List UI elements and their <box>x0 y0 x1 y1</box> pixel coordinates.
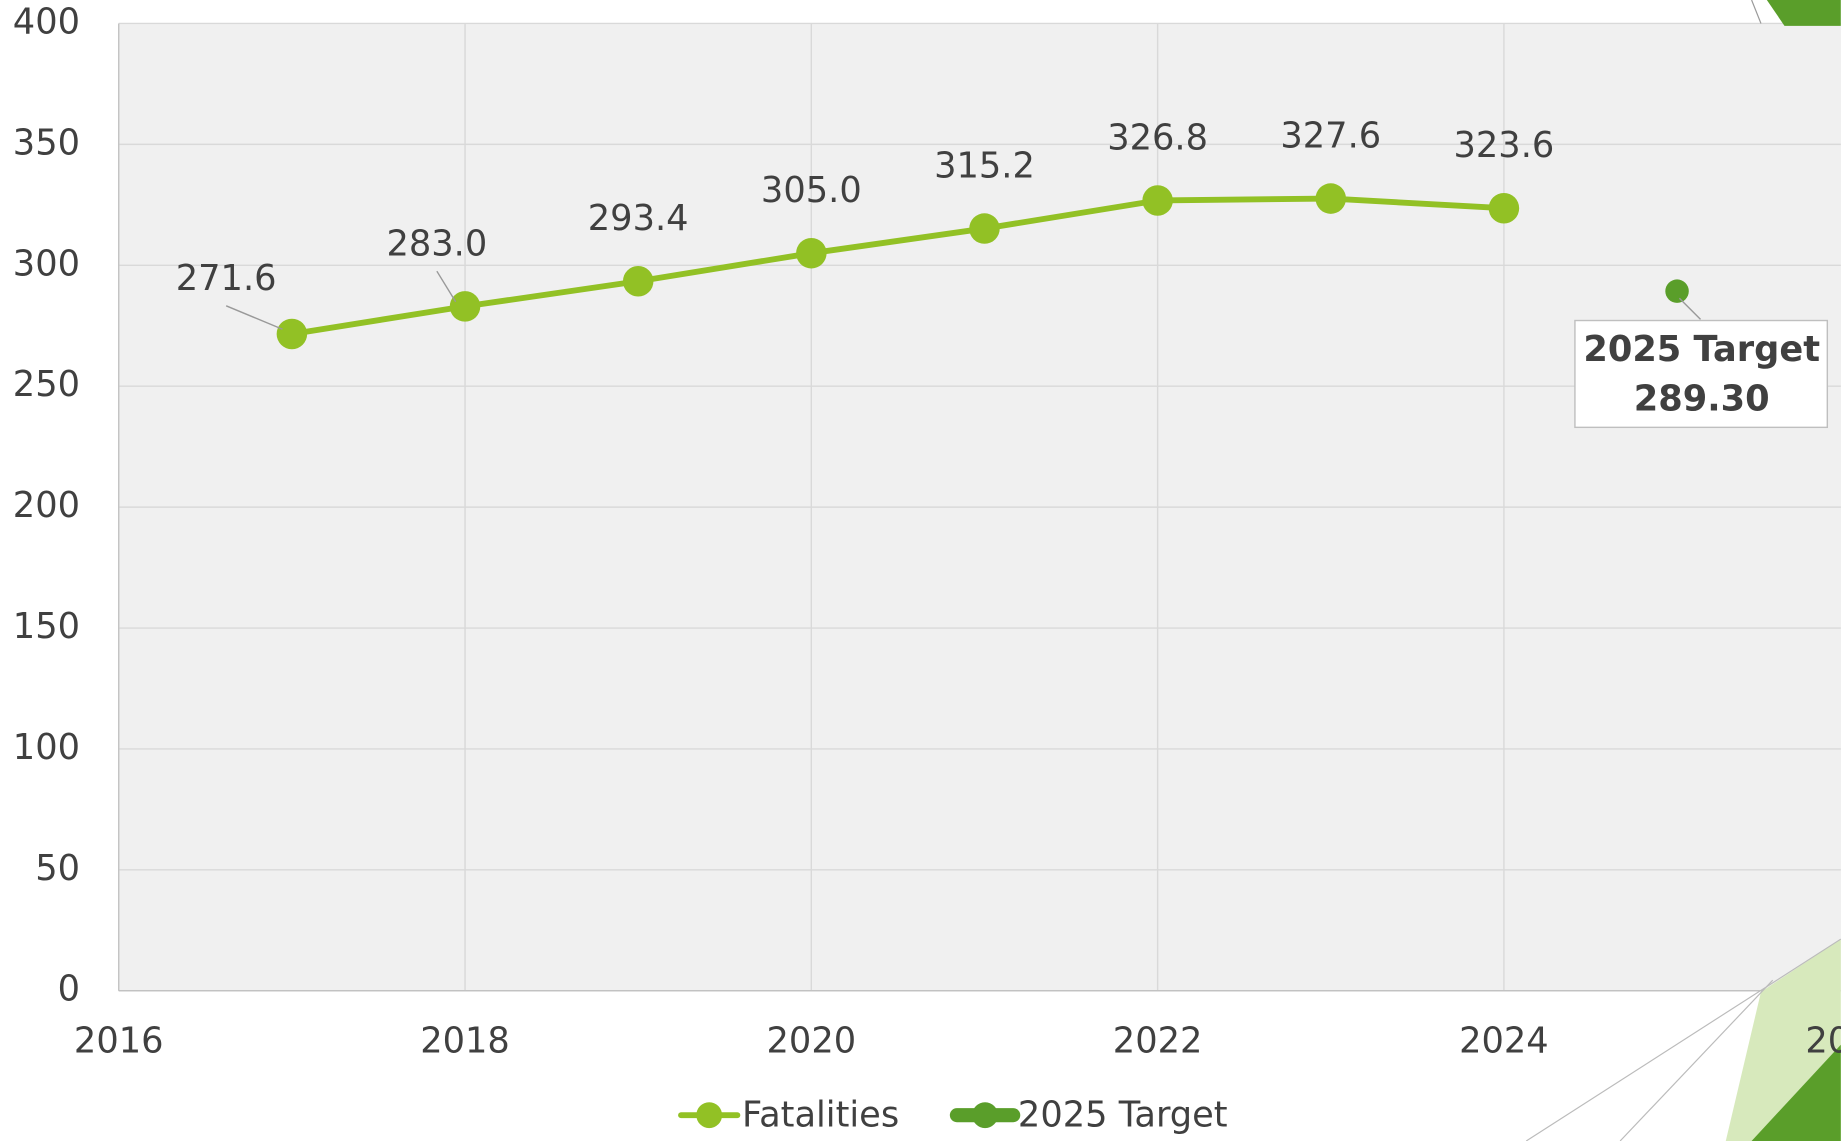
y-tick-label: 150 <box>13 606 80 647</box>
y-tick-label: 350 <box>13 122 80 163</box>
data-point <box>276 318 308 350</box>
data-point <box>796 237 827 269</box>
data-point <box>1315 183 1347 214</box>
label-box <box>1574 319 1829 429</box>
data-label: 289.30 <box>1634 378 1770 419</box>
x-tick-label: 2018 <box>420 1020 510 1061</box>
data-point <box>969 213 1000 244</box>
y-tick-label: 200 <box>13 485 80 526</box>
data-point <box>622 265 654 297</box>
x-tick-label: 2024 <box>1459 1020 1549 1061</box>
x-tick-label: 2020 <box>767 1020 857 1061</box>
marks <box>225 183 1829 429</box>
legend-label: Fatalities <box>742 1094 899 1135</box>
data-label: 327.6 <box>1280 116 1381 157</box>
data-label: 323.6 <box>1454 125 1555 166</box>
data-point <box>1142 185 1173 216</box>
x-tick-label: 2026 <box>1805 1020 1841 1061</box>
y-tick-label: 0 <box>58 969 80 1010</box>
decoration <box>1619 979 1774 1141</box>
decoration <box>1751 0 1762 24</box>
decoration <box>1525 938 1841 1141</box>
data-label: 326.8 <box>1107 117 1208 158</box>
legend-marker <box>972 1102 998 1129</box>
data-label: 305.0 <box>761 170 862 211</box>
label-series-name: 2025 Target <box>1583 329 1820 370</box>
y-tick-label: 250 <box>13 364 80 405</box>
data-point <box>1488 192 1520 224</box>
data-label: 293.4 <box>588 198 689 239</box>
y-tick-label: 50 <box>35 848 80 889</box>
data-label: 271.6 <box>176 258 277 299</box>
legend-marker <box>696 1102 723 1129</box>
y-tick-label: 100 <box>13 727 80 768</box>
leader-line <box>225 305 283 330</box>
data-label: 315.2 <box>934 145 1035 186</box>
y-tick-label: 400 <box>13 1 80 42</box>
legend-label: 2025 Target <box>1018 1094 1228 1135</box>
leader-line <box>436 270 457 303</box>
data-point <box>449 291 481 322</box>
series-line <box>291 195 1505 337</box>
x-tick-label: 2022 <box>1113 1020 1203 1061</box>
x-tick-label: 2016 <box>74 1020 164 1061</box>
data-point <box>1665 279 1689 303</box>
data-label: 283.0 <box>386 223 487 264</box>
decoration <box>1766 0 1841 26</box>
leader-line <box>1678 297 1702 320</box>
y-tick-label: 300 <box>13 243 80 284</box>
